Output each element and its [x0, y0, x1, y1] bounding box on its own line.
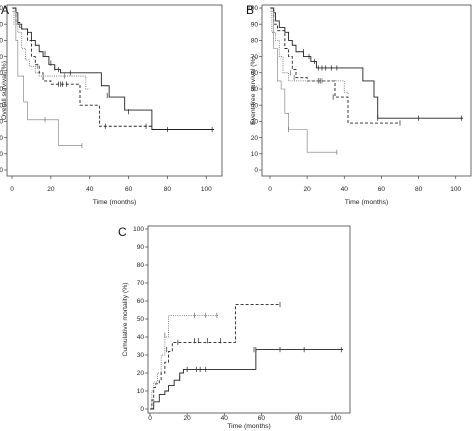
- y-tick-label: 50: [137, 316, 145, 323]
- panel-letter: B: [246, 3, 254, 17]
- x-tick-label: 0: [148, 415, 152, 422]
- panel-letter: C: [118, 225, 127, 239]
- series-dashed-line: [270, 7, 400, 124]
- x-tick-label: 60: [125, 186, 133, 193]
- series-thin-line: [270, 10, 337, 153]
- y-tick-label: 70: [251, 54, 259, 61]
- panel-letter: A: [1, 3, 9, 17]
- y-tick-label: 0: [0, 167, 3, 174]
- plot-frame: [147, 225, 351, 414]
- y-tick-label: 80: [137, 262, 145, 269]
- series-dotted-line: [150, 315, 219, 410]
- x-tick-label: 60: [258, 415, 266, 422]
- panel-b-event-free-survival: 0 10 20 30 40 50 60 70 80 90 100 0 20 40 60 80 100 Time (…: [246, 3, 472, 206]
- x-axis-label: Time (months): [345, 199, 389, 206]
- y-axis-label: Cumulative mortality (%): [122, 282, 129, 356]
- x-tick-label: 40: [86, 186, 94, 193]
- y-tick-label: 20: [251, 135, 259, 142]
- y-tick-label: 40: [251, 102, 259, 109]
- x-tick-label: 100: [450, 186, 461, 193]
- y-tick-label: 90: [251, 21, 259, 28]
- x-tick-label: 60: [378, 186, 386, 193]
- y-tick-label: 40: [137, 334, 145, 341]
- y-tick-label: 50: [251, 86, 259, 93]
- series-dotted-line: [270, 7, 349, 94]
- series-thin-line: [12, 10, 82, 146]
- y-tick-label: 20: [137, 370, 145, 377]
- y-tick-label: 10: [137, 388, 145, 395]
- plot-frame: [6, 4, 223, 177]
- x-tick-label: 100: [201, 186, 212, 193]
- y-tick-label: 50: [0, 86, 3, 93]
- y-tick-label: 0: [140, 406, 144, 413]
- y-tick-label: 10: [0, 151, 3, 158]
- y-tick-label: 40: [0, 102, 3, 109]
- x-tick-label: 40: [221, 415, 229, 422]
- y-tick-label: 60: [0, 70, 3, 77]
- x-tick-label: 0: [10, 186, 14, 193]
- x-tick-label: 20: [184, 415, 192, 422]
- y-tick-label: 90: [137, 244, 145, 251]
- series-solid-line: [270, 7, 464, 119]
- y-tick-label: 70: [0, 54, 3, 61]
- x-tick-label: 100: [330, 415, 341, 422]
- series-solid-line: [150, 349, 344, 410]
- y-tick-label: 60: [137, 298, 145, 305]
- y-tick-label: 20: [0, 135, 3, 142]
- y-tick-label: 10: [251, 151, 259, 158]
- series-dashed-line: [12, 7, 152, 127]
- x-tick-label: 80: [164, 186, 172, 193]
- y-tick-label: 80: [251, 38, 259, 45]
- y-tick-label: 30: [251, 119, 259, 126]
- y-axis-label: Event-free survival (%): [250, 56, 257, 125]
- x-tick-label: 0: [268, 186, 272, 193]
- y-tick-label: 30: [137, 352, 145, 359]
- y-tick-label: 100: [247, 5, 258, 12]
- y-tick-label: 90: [0, 21, 3, 28]
- series-dashed-line: [150, 304, 280, 410]
- y-tick-label: 80: [0, 38, 3, 45]
- plot-frame: [261, 4, 472, 177]
- y-tick-label: 100: [133, 226, 144, 233]
- panel-a-overall-survival: 0 10 20 30 40 50 60 70 80 90 100 0 20 40 60 80 100 Time (…: [0, 3, 223, 206]
- x-tick-label: 80: [415, 186, 423, 193]
- x-tick-label: 40: [341, 186, 349, 193]
- x-tick-label: 20: [304, 186, 312, 193]
- x-axis-label: Time (months): [93, 199, 137, 206]
- x-tick-label: 20: [47, 186, 55, 193]
- y-tick-label: 60: [251, 70, 259, 77]
- y-tick-label: 0: [254, 167, 258, 174]
- y-tick-label: 70: [137, 280, 145, 287]
- panel-c-cumulative-mortality: 0 10 20 30 40 50 60 70 80 90 100 0 20 40 60 80 100 Time (…: [118, 225, 351, 430]
- x-axis-label: Time (months): [227, 423, 271, 430]
- series-solid-line: [12, 7, 215, 130]
- y-tick-label: 100: [0, 5, 3, 12]
- y-axis-label: Overall survival (%): [1, 61, 8, 120]
- y-tick-label: 30: [0, 119, 3, 126]
- x-tick-label: 80: [295, 415, 303, 422]
